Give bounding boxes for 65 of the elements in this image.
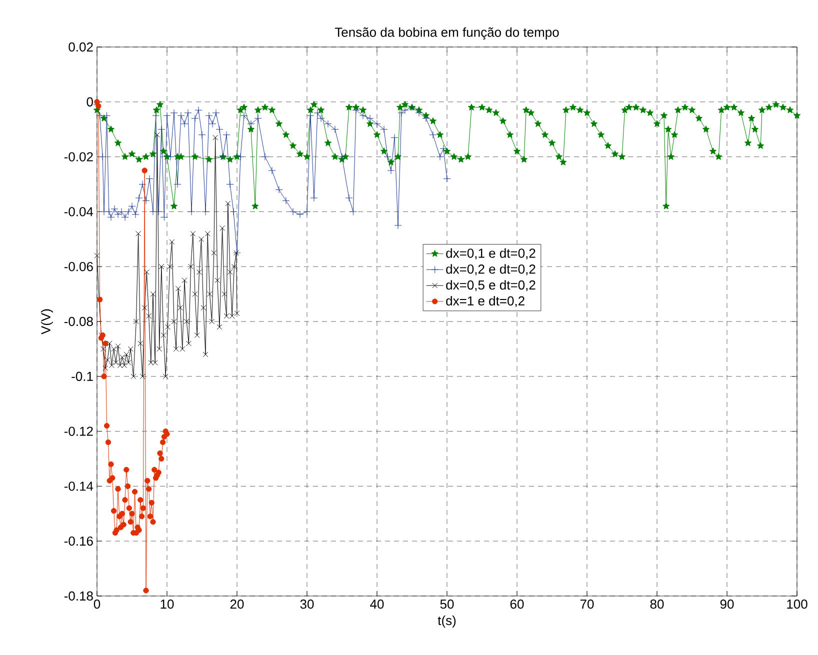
point	[157, 450, 163, 456]
legend-label: dx=0,1 e dt=0,2	[446, 248, 536, 260]
point	[104, 422, 110, 429]
point	[129, 510, 135, 516]
x-axis-title: t(s)	[438, 616, 456, 628]
y-tick-label: -0.14	[64, 482, 94, 491]
point	[148, 500, 154, 506]
point	[96, 103, 102, 109]
point	[110, 508, 117, 514]
point	[126, 505, 132, 512]
point	[132, 488, 138, 495]
point	[110, 475, 116, 481]
y-tick-label: -0.06	[64, 262, 93, 272]
x-tick-label: 100	[787, 600, 808, 609]
y-axis-title: V(V)	[40, 309, 54, 334]
x-tick-label: 90	[720, 600, 734, 609]
point	[108, 461, 114, 468]
x-tick-label: 50	[440, 600, 454, 609]
x-tick-label: 30	[300, 600, 314, 609]
y-tick-label: -0.08	[64, 316, 93, 326]
point	[128, 519, 134, 525]
y-tick-label: -0.12	[64, 426, 93, 436]
point	[143, 588, 149, 594]
point	[119, 510, 126, 516]
x-tick-label: 80	[650, 600, 664, 609]
point	[144, 478, 150, 484]
point	[102, 340, 108, 346]
y-tick-label: -0.02	[64, 152, 93, 162]
chart-title: Tensão da bobina em função do tempo	[334, 27, 559, 40]
point	[142, 168, 148, 174]
point	[150, 519, 156, 525]
point	[105, 439, 112, 446]
point	[136, 527, 142, 533]
x-tick-label: 0	[94, 600, 100, 609]
x-tick-label: 60	[510, 600, 524, 609]
x-tick-label: 20	[230, 600, 244, 609]
point	[138, 497, 144, 503]
point	[156, 470, 162, 476]
y-tick-label: -0.18	[64, 591, 93, 601]
point	[122, 497, 128, 503]
legend-label: dx=1 e dt=0,2	[446, 296, 524, 308]
x-tick-label: 70	[580, 600, 594, 609]
point	[124, 483, 131, 490]
point	[101, 374, 107, 380]
legend-label: dx=0,2 e dt=0,2	[446, 264, 536, 276]
point	[115, 486, 121, 492]
point	[120, 522, 126, 528]
y-tick-label: 0.02	[68, 42, 93, 52]
y-tick-label: -0.04	[64, 207, 94, 216]
point	[140, 505, 146, 512]
point	[146, 486, 152, 492]
y-tick-label: 0	[86, 97, 93, 106]
point	[114, 527, 120, 533]
point	[164, 431, 170, 437]
point	[158, 456, 164, 462]
y-tick-label: -0.1	[72, 372, 93, 381]
y-tick-label: -0.16	[64, 536, 93, 546]
point	[152, 466, 158, 473]
x-tick-label: 40	[370, 600, 384, 609]
legend-label: dx=0,5 e dt=0,2	[446, 280, 536, 292]
x-tick-label: 10	[160, 600, 174, 609]
point	[138, 514, 145, 520]
point	[160, 439, 166, 446]
point	[124, 466, 130, 473]
point	[147, 514, 154, 520]
